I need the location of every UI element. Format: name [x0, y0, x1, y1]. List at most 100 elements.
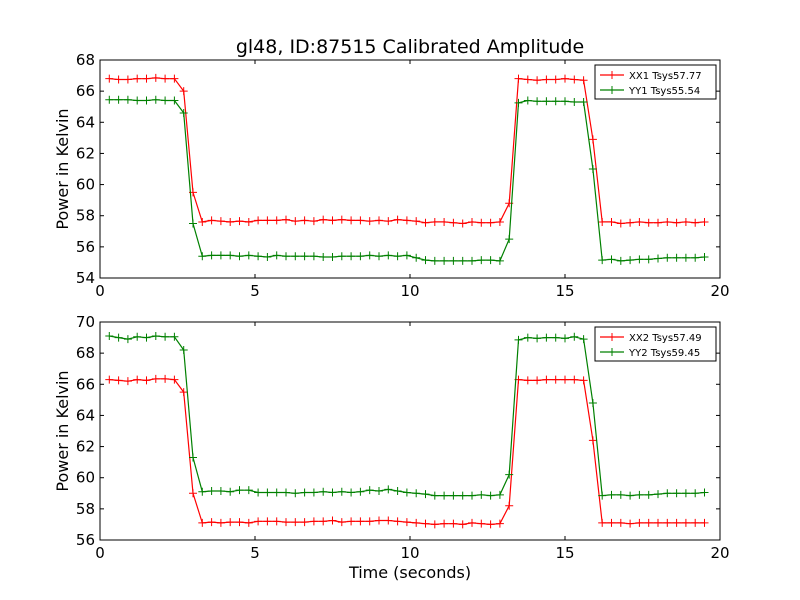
data-point-marker — [421, 519, 430, 528]
data-point-marker — [328, 488, 337, 497]
data-point-marker — [282, 518, 290, 527]
y-tick-label: 56 — [76, 531, 95, 549]
data-point-marker — [468, 491, 476, 500]
y-tick-label: 60 — [76, 469, 95, 487]
data-point-marker — [402, 488, 411, 497]
data-point-marker — [421, 218, 430, 227]
data-point-marker — [449, 256, 458, 265]
data-point-marker — [570, 332, 579, 341]
data-point-marker — [440, 519, 449, 528]
data-point-marker — [235, 486, 244, 495]
data-point-marker — [579, 76, 588, 85]
data-point-marker — [282, 215, 290, 224]
y-tick-label: 70 — [76, 313, 95, 331]
legend-label: YY1 Tsys55.54 — [628, 86, 700, 97]
data-point-marker — [700, 488, 709, 497]
data-point-marker — [430, 256, 439, 265]
data-point-marker — [170, 332, 179, 341]
data-point-marker — [272, 488, 281, 497]
data-point-marker — [319, 487, 328, 496]
y-tick-label: 62 — [76, 144, 95, 162]
data-point-marker — [198, 252, 207, 261]
data-point-marker — [105, 74, 114, 83]
data-point-marker — [691, 489, 700, 498]
data-point-marker — [356, 487, 365, 496]
data-point-marker — [505, 470, 514, 479]
data-point-marker — [654, 490, 662, 499]
data-point-marker — [542, 375, 551, 384]
data-point-marker — [207, 486, 216, 495]
data-point-marker — [114, 376, 123, 385]
data-point-marker — [133, 375, 142, 384]
data-point-marker — [170, 96, 179, 105]
y-tick-label: 68 — [76, 51, 95, 69]
data-point-marker — [495, 519, 504, 528]
data-point-marker — [105, 375, 114, 384]
data-point-marker — [412, 253, 421, 262]
data-point-marker — [430, 217, 439, 226]
data-point-marker — [486, 256, 495, 265]
data-point-marker — [123, 377, 132, 386]
data-point-marker — [626, 256, 635, 265]
y-tick-label: 56 — [76, 238, 95, 256]
data-point-marker — [300, 518, 309, 527]
data-point-marker — [691, 218, 700, 227]
data-point-marker — [477, 256, 486, 265]
data-point-marker — [244, 251, 253, 260]
data-point-marker — [170, 74, 179, 83]
data-point-marker — [579, 376, 588, 385]
data-point-marker — [384, 516, 393, 525]
data-point-marker — [337, 518, 346, 527]
data-point-marker — [486, 520, 495, 529]
data-point-marker — [244, 217, 253, 226]
data-point-marker — [300, 216, 309, 225]
data-point-marker — [384, 251, 393, 260]
y-axis-label-bottom: Power in Kelvin — [53, 370, 72, 491]
data-point-marker — [635, 490, 644, 499]
x-tick-label: 20 — [710, 282, 729, 300]
data-point-marker — [561, 334, 569, 343]
data-point-marker — [291, 252, 300, 261]
y-tick-label: 58 — [76, 207, 95, 225]
top-panel: 0 5 10 15 20 54 56 58 60 62 64 66 68 XX1 Tsys57.77 YY1… — [76, 51, 730, 300]
data-point-marker — [607, 518, 616, 527]
data-point-marker — [551, 97, 560, 106]
data-point-marker — [561, 375, 569, 384]
data-point-marker — [412, 217, 421, 226]
data-point-marker — [235, 252, 244, 261]
data-point-marker — [328, 216, 337, 225]
data-point-marker — [523, 376, 532, 385]
data-point-marker — [588, 165, 597, 173]
legend-box — [594, 326, 717, 362]
data-point-marker — [598, 256, 607, 265]
bottom-panel: 0 5 10 15 20 56 58 60 62 64 66 68 70 XX2 Tsys57.49 YY2… — [76, 313, 730, 562]
data-point-marker — [216, 486, 225, 495]
data-point-marker — [449, 218, 458, 227]
legend-label: YY2 Tsys59.45 — [628, 348, 700, 359]
data-point-marker — [384, 217, 393, 226]
data-point-marker — [533, 97, 542, 106]
data-point-marker — [449, 519, 458, 528]
data-point-marker — [198, 487, 207, 496]
data-point-marker — [700, 217, 709, 226]
data-point-marker — [616, 256, 625, 265]
data-point-marker — [384, 485, 393, 494]
data-point-marker — [198, 518, 207, 527]
data-point-marker — [672, 218, 681, 227]
x-axis-label: Time (seconds) — [348, 563, 471, 582]
data-point-marker — [700, 518, 709, 527]
data-point-marker — [663, 489, 672, 498]
data-point-marker — [114, 333, 123, 342]
y-tick-label: 64 — [76, 406, 95, 424]
data-point-marker — [598, 491, 607, 500]
data-point-marker — [458, 256, 467, 265]
data-point-marker — [319, 215, 328, 224]
data-point-marker — [551, 375, 560, 384]
data-point-marker — [207, 251, 216, 260]
data-point-marker — [412, 518, 421, 527]
data-point-marker — [161, 332, 170, 341]
data-point-marker — [375, 516, 383, 525]
data-point-marker — [105, 332, 114, 341]
data-point-marker — [347, 517, 356, 526]
data-point-marker — [542, 75, 551, 84]
